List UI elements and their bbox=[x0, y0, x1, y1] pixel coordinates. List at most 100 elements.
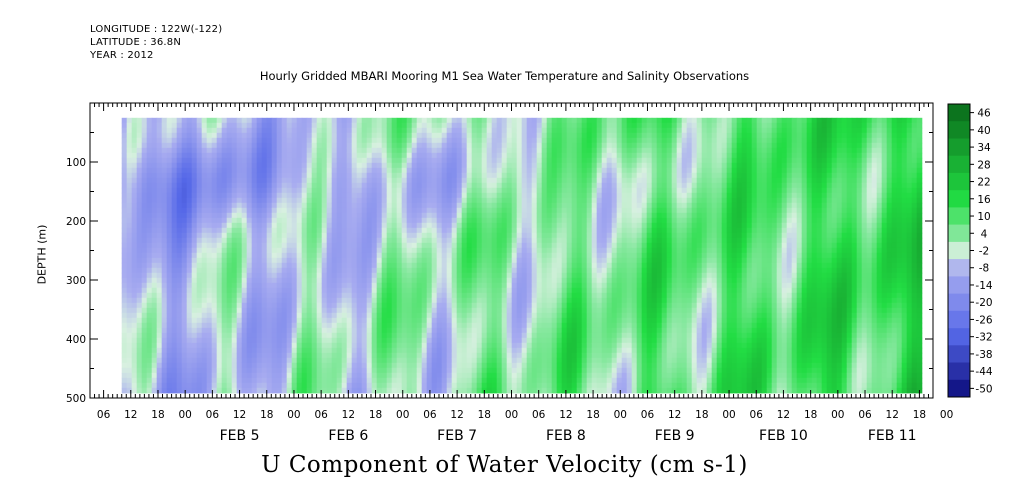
heatmap-cell bbox=[146, 127, 153, 134]
heatmap-cell bbox=[391, 382, 398, 389]
heatmap-cell bbox=[196, 337, 203, 344]
heatmap-cell bbox=[121, 127, 128, 134]
heatmap-cell bbox=[406, 207, 413, 214]
heatmap-cell bbox=[456, 307, 463, 314]
heatmap-cell bbox=[471, 307, 478, 314]
heatmap-cell bbox=[216, 207, 223, 214]
heatmap-cell bbox=[191, 282, 198, 289]
heatmap-cell bbox=[176, 337, 183, 344]
heatmap-cell bbox=[366, 382, 373, 389]
heatmap-cell bbox=[506, 197, 513, 204]
heatmap-cell bbox=[336, 272, 343, 279]
heatmap-cell bbox=[181, 387, 188, 394]
heatmap-cell bbox=[486, 117, 493, 124]
heatmap-cell bbox=[491, 312, 498, 319]
heatmap-cell bbox=[386, 207, 393, 214]
heatmap-cell bbox=[361, 302, 368, 309]
heatmap-cell bbox=[296, 237, 303, 244]
heatmap-cell bbox=[166, 342, 173, 349]
heatmap-cell bbox=[451, 142, 458, 149]
heatmap-cell bbox=[371, 122, 378, 129]
heatmap-cell bbox=[531, 237, 538, 244]
heatmap-cell bbox=[401, 217, 408, 224]
heatmap-cell bbox=[421, 192, 428, 199]
heatmap-cell bbox=[501, 242, 508, 249]
heatmap-cell bbox=[336, 142, 343, 149]
heatmap-cell bbox=[156, 217, 163, 224]
heatmap-cell bbox=[311, 187, 318, 194]
heatmap-cell bbox=[176, 167, 183, 174]
heatmap-cell bbox=[406, 197, 413, 204]
heatmap-cell bbox=[331, 372, 338, 379]
heatmap-cell bbox=[236, 127, 243, 134]
heatmap-cell bbox=[291, 387, 298, 394]
heatmap-cell bbox=[441, 197, 448, 204]
heatmap-cell bbox=[491, 307, 498, 314]
heatmap-cell bbox=[161, 282, 168, 289]
heatmap-cell bbox=[456, 257, 463, 264]
heatmap-cell bbox=[421, 127, 428, 134]
heatmap-cell bbox=[226, 137, 233, 144]
heatmap-cell bbox=[491, 357, 498, 364]
heatmap-cell bbox=[366, 217, 373, 224]
heatmap-cell bbox=[356, 207, 363, 214]
heatmap-cell bbox=[426, 272, 433, 279]
heatmap-cell bbox=[346, 117, 353, 124]
heatmap-cell bbox=[216, 267, 223, 274]
heatmap-cell bbox=[481, 312, 488, 319]
heatmap-cell bbox=[266, 347, 273, 354]
heatmap-cell bbox=[136, 192, 143, 199]
heatmap-cell bbox=[401, 312, 408, 319]
heatmap-cell bbox=[151, 162, 158, 169]
heatmap-cell bbox=[366, 347, 373, 354]
heatmap-cell bbox=[566, 127, 573, 134]
heatmap-cell bbox=[351, 217, 358, 224]
heatmap-cell bbox=[521, 147, 528, 154]
heatmap-cell bbox=[126, 242, 133, 249]
heatmap-cell bbox=[221, 307, 228, 314]
heatmap-cell bbox=[291, 302, 298, 309]
heatmap-cell bbox=[466, 342, 473, 349]
heatmap-cell bbox=[211, 372, 218, 379]
heatmap-cell bbox=[531, 322, 538, 329]
heatmap-cell bbox=[356, 222, 363, 229]
heatmap-cell bbox=[281, 287, 288, 294]
heatmap-cell bbox=[151, 232, 158, 239]
heatmap-cell bbox=[346, 357, 353, 364]
heatmap-cell bbox=[136, 257, 143, 264]
heatmap-cell bbox=[316, 242, 323, 249]
heatmap-cell bbox=[451, 362, 458, 369]
heatmap-cell bbox=[266, 247, 273, 254]
heatmap-cell bbox=[251, 192, 258, 199]
heatmap-cell bbox=[311, 317, 318, 324]
heatmap-cell bbox=[451, 212, 458, 219]
heatmap-cell bbox=[371, 202, 378, 209]
heatmap-cell bbox=[311, 227, 318, 234]
heatmap-cell bbox=[436, 197, 443, 204]
heatmap-cell bbox=[386, 252, 393, 259]
heatmap-cell bbox=[171, 297, 178, 304]
heatmap-cell bbox=[316, 342, 323, 349]
heatmap-cell bbox=[276, 387, 283, 394]
heatmap-cell bbox=[261, 387, 268, 394]
heatmap-cell bbox=[461, 252, 468, 259]
heatmap-cell bbox=[396, 232, 403, 239]
heatmap-cell bbox=[316, 317, 323, 324]
heatmap-cell bbox=[526, 352, 533, 359]
heatmap-cell bbox=[516, 292, 523, 299]
heatmap-cell bbox=[381, 207, 388, 214]
heatmap-cell bbox=[151, 147, 158, 154]
heatmap-cell bbox=[441, 227, 448, 234]
heatmap-cell bbox=[241, 257, 248, 264]
heatmap-cell bbox=[146, 252, 153, 259]
heatmap-cell bbox=[421, 142, 428, 149]
heatmap-cell bbox=[221, 277, 228, 284]
heatmap-cell bbox=[191, 247, 198, 254]
heatmap-cell bbox=[356, 367, 363, 374]
heatmap-cell bbox=[131, 147, 138, 154]
heatmap-cell bbox=[251, 287, 258, 294]
heatmap-cell bbox=[476, 377, 483, 384]
heatmap-cell bbox=[146, 262, 153, 269]
heatmap-cell bbox=[321, 372, 328, 379]
heatmap-cell bbox=[271, 282, 278, 289]
